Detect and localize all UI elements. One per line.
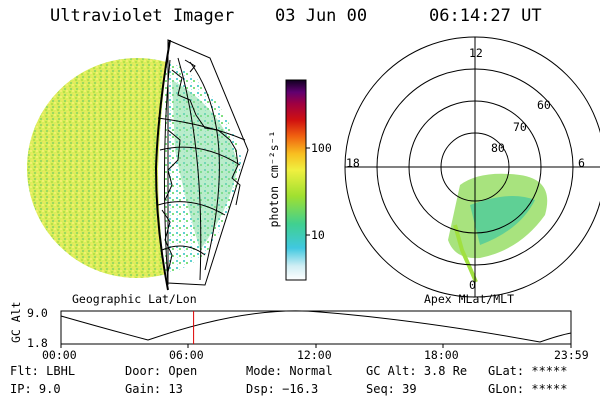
mlt-label-0: 0 <box>469 278 476 292</box>
status-glat-label: GLat: <box>488 364 525 378</box>
status-flt: Flt: LBHL <box>10 364 75 378</box>
status-dsp: Dsp: −16.3 <box>246 382 318 396</box>
status-gain: Gain: 13 <box>125 382 183 396</box>
time-tick-1800: 18:00 <box>424 348 459 362</box>
altitude-y-bottom: 1.8 <box>27 336 48 350</box>
mlat-label-70: 70 <box>513 120 527 134</box>
time-tick-1200: 12:00 <box>297 348 332 362</box>
polar-plot <box>344 36 600 298</box>
altitude-plot-frame <box>60 310 572 345</box>
time-tick-0000: 00:00 <box>42 348 77 362</box>
time-tick-2359: 23:59 <box>554 348 589 362</box>
status-ip: IP: 9.0 <box>10 382 61 396</box>
status-door: Door: Open <box>125 364 197 378</box>
mlt-label-6: 6 <box>578 156 585 170</box>
aurora-trail <box>453 224 478 283</box>
time-label: 06:14:27 UT <box>429 6 542 26</box>
status-gcalt-value: 3.8 Re <box>423 364 468 378</box>
status-gcalt: GC Alt: 3.8 Re <box>366 364 467 378</box>
time-tick-0600: 06:00 <box>169 348 204 362</box>
status-glat-value: ***** <box>531 364 568 378</box>
status-mode-label: Mode: <box>246 364 283 378</box>
mlat-label-60: 60 <box>537 98 551 112</box>
status-door-label: Door: <box>125 364 162 378</box>
status-seq: Seq: 39 <box>366 382 417 396</box>
mlt-label-18: 18 <box>346 156 360 170</box>
altitude-time-ticks <box>60 344 572 348</box>
aurora-oval-core <box>470 196 535 245</box>
right-panel-label: Apex MLat/MLT <box>424 292 515 306</box>
altitude-axis-label: GC Alt <box>9 301 23 343</box>
status-mode: Mode: Normal <box>246 364 333 378</box>
date-label: 03 Jun 00 <box>275 6 368 26</box>
status-flt-label: Flt: <box>10 364 39 378</box>
status-seq-label: Seq: <box>366 382 395 396</box>
status-door-value: Open <box>168 364 198 378</box>
instrument-title: Ultraviolet Imager <box>50 6 235 26</box>
aurora-oval-geographic <box>172 80 238 250</box>
altitude-y-top: 9.0 <box>27 306 48 320</box>
status-glon: GLon: ***** <box>488 382 567 396</box>
colorbar-label-100: 100 <box>311 141 332 155</box>
left-panel-label: Geographic Lat/Lon <box>72 292 197 306</box>
status-mode-value: Normal <box>289 364 333 378</box>
status-glat: GLat: ***** <box>488 364 567 378</box>
lat-lon-grid <box>157 39 249 286</box>
altitude-plot <box>60 310 572 348</box>
status-gcalt-label: GC Alt: <box>366 364 417 378</box>
geographic-globe <box>27 39 249 291</box>
colorbar-label-10: 10 <box>311 228 325 242</box>
mlat-label-80: 80 <box>491 141 505 155</box>
mlt-label-12: 12 <box>469 46 483 60</box>
status-gain-value: 13 <box>168 382 183 396</box>
status-dsp-label: Dsp: <box>246 382 275 396</box>
status-glon-label: GLon: <box>488 382 525 396</box>
status-flt-value: LBHL <box>46 364 76 378</box>
status-dsp-value: −16.3 <box>282 382 319 396</box>
coastlines <box>161 59 241 273</box>
colorbar-unit-label: photon cm⁻²s⁻¹ <box>267 130 281 228</box>
colorbar <box>285 79 310 281</box>
terminator-line <box>154 39 171 291</box>
status-ip-label: IP: <box>10 382 32 396</box>
status-gain-label: Gain: <box>125 382 162 396</box>
colorbar-gradient <box>285 79 307 281</box>
status-ip-value: 9.0 <box>38 382 61 396</box>
altitude-curve <box>60 310 572 343</box>
status-glon-value: ***** <box>531 382 568 396</box>
status-seq-value: 39 <box>402 382 417 396</box>
